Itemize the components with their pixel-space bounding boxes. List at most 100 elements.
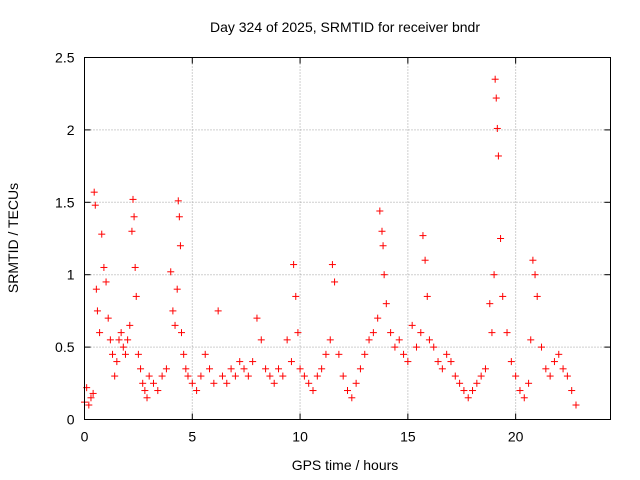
data-point (210, 379, 218, 387)
data-point (249, 358, 257, 366)
data-point (529, 256, 537, 264)
data-point (126, 321, 134, 329)
data-point (491, 75, 499, 83)
data-point (119, 343, 127, 351)
data-point (464, 394, 472, 402)
y-tick-label: 2.5 (55, 50, 75, 66)
data-point (378, 227, 386, 235)
data-point (283, 336, 291, 344)
data-point (492, 94, 500, 102)
y-tick-label: 2 (67, 122, 75, 138)
data-point (328, 261, 336, 269)
data-point (331, 278, 339, 286)
data-point (499, 292, 507, 300)
data-point (538, 343, 546, 351)
data-point (92, 285, 100, 293)
data-point (162, 365, 170, 373)
data-point (421, 256, 429, 264)
data-point (542, 365, 550, 373)
data-point (231, 372, 239, 380)
data-point (174, 197, 182, 205)
data-point (527, 336, 535, 344)
y-tick-label: 0 (67, 412, 75, 428)
data-point (87, 394, 95, 402)
data-point (111, 372, 119, 380)
data-point (380, 271, 388, 279)
data-point (149, 379, 157, 387)
data-point (507, 358, 515, 366)
data-point (460, 387, 468, 395)
data-point (322, 350, 330, 358)
data-point (290, 261, 298, 269)
data-points (81, 75, 580, 409)
data-point (206, 365, 214, 373)
data-point (102, 278, 110, 286)
data-point (262, 365, 270, 373)
data-point (244, 372, 252, 380)
data-point (85, 401, 93, 409)
data-point (266, 372, 274, 380)
data-point (516, 387, 524, 395)
data-point (400, 350, 408, 358)
data-point (106, 336, 114, 344)
data-point (533, 292, 541, 300)
data-point (287, 358, 295, 366)
data-point (550, 358, 558, 366)
data-point (134, 350, 142, 358)
data-point (227, 365, 235, 373)
data-point (419, 232, 427, 240)
data-point (568, 387, 576, 395)
data-point (115, 336, 123, 344)
data-point (430, 343, 438, 351)
data-point (326, 336, 334, 344)
data-point (434, 358, 442, 366)
data-point (344, 387, 351, 395)
x-tick-label: 10 (292, 429, 308, 445)
data-point (447, 358, 455, 366)
data-point (313, 372, 321, 380)
data-point (214, 307, 222, 315)
data-point (477, 372, 485, 380)
y-tick-label: 0.5 (55, 339, 75, 355)
data-point (132, 292, 140, 300)
data-point (158, 372, 166, 380)
data-point (296, 365, 304, 373)
data-point (90, 188, 98, 196)
data-point (104, 314, 112, 322)
data-point (270, 379, 278, 387)
y-tick-label: 1.5 (55, 194, 75, 210)
data-point (188, 379, 196, 387)
data-point (488, 329, 496, 337)
data-point (423, 292, 431, 300)
data-point (339, 372, 347, 380)
data-point (124, 336, 132, 344)
data-point (121, 350, 129, 358)
data-point (438, 365, 446, 373)
data-point (481, 365, 489, 373)
data-point (376, 207, 384, 215)
data-point (130, 213, 138, 221)
data-point (96, 329, 104, 337)
x-tick-label: 0 (81, 429, 89, 445)
data-point (365, 336, 373, 344)
data-point (128, 227, 136, 235)
data-point (171, 321, 179, 329)
data-point (490, 271, 498, 279)
y-axis-label: SRMTID / TECUs (5, 183, 21, 293)
data-point (335, 350, 343, 358)
data-point (173, 285, 181, 293)
data-point (443, 350, 451, 358)
plot-frame (84, 57, 611, 420)
data-point (412, 343, 420, 351)
data-point (356, 365, 364, 373)
x-axis-label: GPS time / hours (292, 457, 399, 473)
data-point (503, 329, 511, 337)
data-point (193, 387, 201, 395)
x-tick-label: 5 (188, 429, 196, 445)
data-point (91, 201, 99, 209)
data-point (253, 314, 261, 322)
x-tick-label: 15 (400, 429, 416, 445)
data-point (493, 124, 501, 132)
data-point (201, 350, 209, 358)
y-tick-label: 1 (67, 267, 75, 283)
